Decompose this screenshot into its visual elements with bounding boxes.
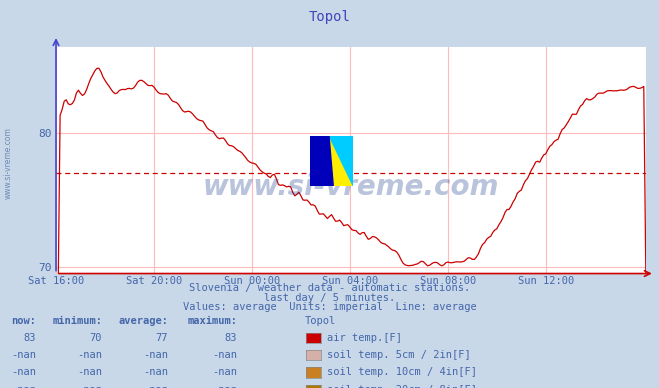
Text: maximum:: maximum: (187, 316, 237, 326)
Text: soil temp. 10cm / 4in[F]: soil temp. 10cm / 4in[F] (327, 367, 477, 378)
Text: -nan: -nan (11, 385, 36, 388)
Text: 70: 70 (90, 333, 102, 343)
Text: -nan: -nan (212, 350, 237, 360)
Text: last day / 5 minutes.: last day / 5 minutes. (264, 293, 395, 303)
Text: air temp.[F]: air temp.[F] (327, 333, 402, 343)
Text: 83: 83 (24, 333, 36, 343)
Text: soil temp. 5cm / 2in[F]: soil temp. 5cm / 2in[F] (327, 350, 471, 360)
Text: average:: average: (118, 316, 168, 326)
Text: -nan: -nan (143, 367, 168, 378)
Text: 83: 83 (225, 333, 237, 343)
Text: Topol: Topol (308, 10, 351, 24)
Text: -nan: -nan (212, 385, 237, 388)
Text: 77: 77 (156, 333, 168, 343)
Text: soil temp. 20cm / 8in[F]: soil temp. 20cm / 8in[F] (327, 385, 477, 388)
Text: -nan: -nan (77, 385, 102, 388)
Text: Values: average  Units: imperial  Line: average: Values: average Units: imperial Line: av… (183, 302, 476, 312)
Text: -nan: -nan (143, 385, 168, 388)
Text: -nan: -nan (212, 367, 237, 378)
Text: minimum:: minimum: (52, 316, 102, 326)
Text: www.si-vreme.com: www.si-vreme.com (203, 173, 499, 201)
Polygon shape (310, 136, 333, 186)
Text: Topol: Topol (305, 316, 336, 326)
Text: www.si-vreme.com: www.si-vreme.com (3, 127, 13, 199)
Text: now:: now: (11, 316, 36, 326)
Text: Slovenia / weather data - automatic stations.: Slovenia / weather data - automatic stat… (189, 283, 470, 293)
Text: -nan: -nan (11, 367, 36, 378)
Text: -nan: -nan (143, 350, 168, 360)
Polygon shape (329, 136, 353, 186)
Text: -nan: -nan (11, 350, 36, 360)
Text: -nan: -nan (77, 367, 102, 378)
Text: -nan: -nan (77, 350, 102, 360)
Polygon shape (310, 136, 353, 186)
